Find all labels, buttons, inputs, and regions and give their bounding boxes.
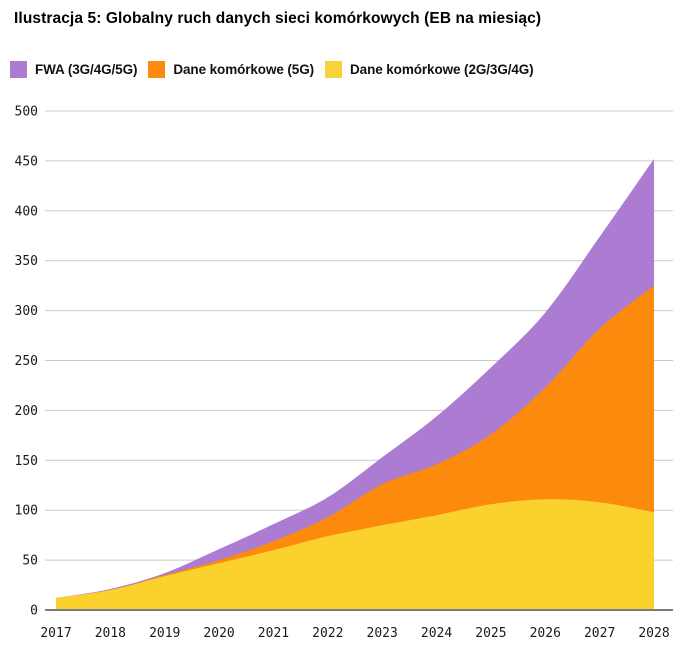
y-tick-label: 500	[15, 105, 38, 120]
x-tick-label: 2026	[530, 626, 561, 641]
x-tick-label: 2024	[421, 626, 452, 641]
y-tick-label: 350	[15, 254, 38, 269]
y-tick-label: 200	[15, 404, 38, 419]
legend-swatch-icon	[148, 61, 166, 78]
x-tick-label: 2027	[584, 626, 615, 641]
y-tick-label: 400	[15, 204, 38, 219]
figure-title: Ilustracja 5: Globalny ruch danych sieci…	[14, 10, 542, 27]
y-tick-label: 0	[30, 604, 38, 619]
legend-swatch-icon	[10, 61, 27, 78]
x-tick-label: 2018	[95, 626, 126, 641]
x-tick-label: 2019	[149, 626, 180, 641]
legend: FWA (3G/4G/5G) Dane komórkowe (5G) Dane ko…	[10, 61, 534, 78]
y-tick-label: 150	[15, 454, 38, 469]
x-tick-label: 2021	[258, 626, 289, 641]
x-tick-label: 2020	[203, 626, 234, 641]
x-tick-label: 2028	[638, 626, 669, 641]
legend-swatch-icon	[325, 61, 343, 78]
y-tick-label: 450	[15, 154, 38, 169]
x-tick-label: 2022	[312, 626, 343, 641]
y-tick-label: 300	[15, 304, 38, 319]
legend-label: Dane komórkowe (2G/3G/4G)	[350, 62, 534, 77]
y-tick-label: 250	[15, 354, 38, 369]
y-tick-label: 100	[15, 504, 38, 519]
legend-label: Dane komórkowe (5G)	[173, 62, 315, 77]
legend-item-2: Dane komórkowe (2G/3G/4G)	[325, 61, 534, 78]
legend-label: FWA (3G/4G/5G)	[35, 62, 138, 77]
legend-item-1: Dane komórkowe (5G)	[148, 61, 314, 78]
area-series-0	[56, 499, 654, 610]
x-tick-label: 2025	[475, 626, 506, 641]
x-tick-label: 2017	[40, 626, 71, 641]
y-tick-label: 50	[22, 554, 38, 569]
x-tick-label: 2023	[367, 626, 398, 641]
legend-item-0: FWA (3G/4G/5G)	[10, 61, 137, 78]
